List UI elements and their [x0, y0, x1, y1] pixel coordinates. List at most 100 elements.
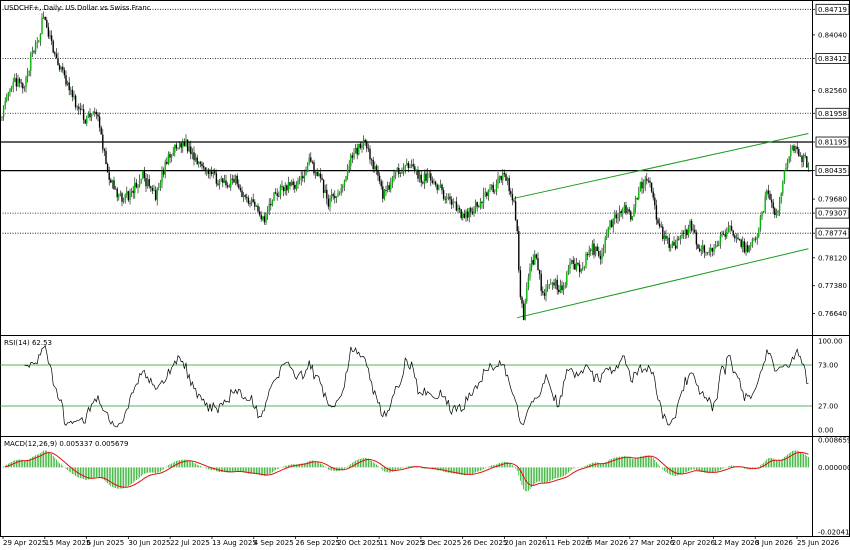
candle-bear	[724, 234, 726, 237]
candle-bull	[670, 245, 672, 248]
candle-bull	[727, 226, 730, 232]
channel-upper	[513, 133, 809, 199]
candle-bull	[81, 109, 83, 111]
candle-bull	[174, 144, 176, 153]
candle-bull	[679, 236, 682, 239]
candle-bull	[86, 116, 88, 124]
price-label-5: 0.81195	[818, 139, 847, 147]
candle-bull	[399, 173, 402, 175]
candle-bear	[225, 180, 227, 186]
candle-bull	[391, 177, 394, 183]
candle-bear	[62, 66, 64, 71]
candle-bear	[662, 226, 664, 240]
price-label-7: 0.79680	[818, 196, 847, 204]
candle-bull	[802, 155, 805, 162]
candle-bear	[511, 194, 514, 201]
candle-bear	[657, 219, 659, 224]
candle-bear	[796, 146, 798, 150]
candle-bull	[7, 92, 10, 96]
candle-bear	[519, 270, 522, 298]
candle-bear	[116, 188, 118, 198]
candle-bull	[564, 285, 566, 287]
candle-bull	[785, 168, 787, 171]
candle-bull	[498, 175, 501, 178]
candle-bull	[25, 77, 27, 88]
candle-bear	[697, 244, 699, 249]
candle-bull	[188, 146, 190, 152]
candle-bear	[636, 198, 638, 200]
candle-bear	[574, 263, 576, 270]
candle-bear	[50, 35, 53, 41]
candle-bull	[142, 170, 144, 179]
candle-bull	[340, 188, 342, 194]
candle-bear	[199, 161, 202, 164]
candle-bull	[639, 181, 642, 192]
candle-bull	[374, 166, 376, 169]
candle-bear	[169, 154, 171, 158]
candle-bear	[543, 292, 546, 296]
candle-bull	[562, 286, 565, 291]
candle-bear	[316, 172, 318, 177]
candle-bull	[393, 175, 395, 178]
candle-bear	[215, 173, 218, 184]
candle-bear	[186, 139, 189, 152]
candle-bull	[343, 181, 346, 186]
candle-bull	[41, 17, 43, 35]
candle-bear	[476, 202, 478, 207]
candle-bull	[681, 233, 683, 237]
candle-bull	[353, 152, 355, 158]
macd-signal-line	[5, 451, 809, 488]
candle-bull	[708, 251, 710, 253]
candle-bear	[260, 214, 262, 220]
candle-bull	[206, 169, 208, 171]
candle-bull	[762, 211, 765, 213]
candle-bear	[286, 185, 288, 191]
candle-bear	[46, 20, 48, 28]
candle-bear	[102, 134, 104, 150]
candle-bear	[246, 196, 248, 198]
candle-bull	[428, 173, 430, 175]
candle-bull	[626, 209, 629, 213]
candle-bull	[465, 211, 467, 218]
candle-bull	[266, 211, 269, 215]
candle-bear	[598, 250, 600, 256]
candle-bear	[327, 198, 330, 207]
candle-bear	[481, 201, 483, 204]
candle-bear	[770, 199, 773, 203]
candle-bull	[534, 254, 536, 265]
candle-bull	[702, 245, 704, 250]
candle-bear	[542, 290, 544, 293]
candle-bull	[137, 186, 139, 188]
candle-bear	[193, 152, 195, 161]
candle-bull	[410, 164, 413, 168]
candle-bull	[9, 89, 11, 93]
candle-bear	[310, 157, 312, 162]
time-label-17: 12 May 2026	[713, 539, 759, 547]
candle-bear	[332, 194, 334, 196]
candle-bull	[529, 267, 531, 278]
rsi-label-1: 73.00	[818, 362, 838, 370]
candle-bull	[161, 170, 163, 183]
candle-bear	[450, 199, 453, 205]
candle-bull	[642, 185, 645, 189]
price-pane: 0.84719 0.84040 0.83412 0.82560 0.81958 0.811…	[0, 3, 850, 321]
candle-bull	[604, 237, 606, 248]
candle-bull	[721, 234, 723, 236]
candle-bear	[162, 170, 165, 175]
candle-bull	[361, 145, 363, 148]
candle-bear	[180, 143, 182, 148]
candle-bull	[17, 78, 19, 87]
candle-bull	[550, 283, 552, 285]
candle-bear	[553, 282, 555, 286]
candle-bear	[561, 285, 563, 291]
candle-bear	[471, 211, 474, 214]
candle-bear	[660, 226, 662, 228]
candle-bull	[548, 284, 550, 286]
candle-bear	[798, 149, 800, 157]
candle-bull	[700, 249, 702, 252]
candle-bear	[244, 195, 246, 197]
candle-bear	[518, 231, 520, 271]
candle-bull	[92, 111, 94, 114]
candle-bear	[434, 181, 437, 185]
